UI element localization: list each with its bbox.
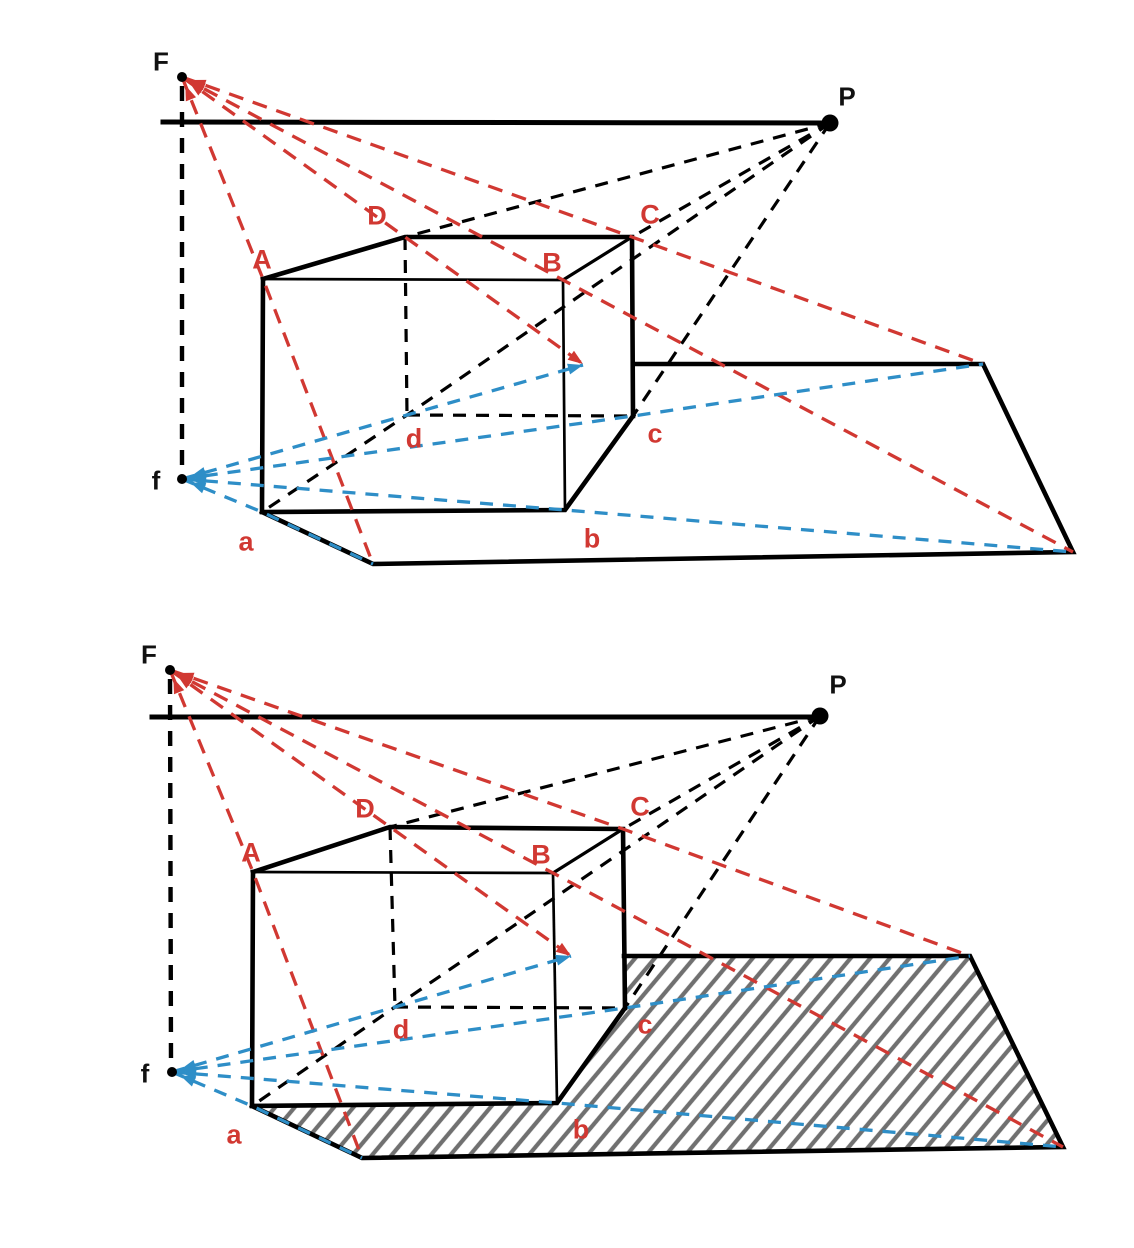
cube-edge-Bb [561,278,567,512]
light-ray-FAA-arrowhead [185,85,197,102]
ground-ray-fdD-arrowhead [190,467,207,478]
point-F [177,72,187,82]
light-ray-FCC [181,75,984,366]
label-A: A [241,838,261,868]
cube-edge-AB [251,870,555,875]
label-d: d [393,1015,410,1045]
label-A: A [252,245,272,275]
label-F: F [153,46,169,76]
vp-ray-Pda [261,121,831,514]
cube-silhouette-top-back [260,234,636,419]
ground-ray-fdD-arrowhead [555,954,571,966]
ground-ray-fbB [171,1070,1064,1149]
vp-ray-PD [389,714,821,829]
label-D: D [355,794,375,824]
shadow-result-diagram-bottom: F Pf A B C Da b c d [141,639,1067,1161]
cube-edge-BC [560,234,635,283]
point-P [821,114,839,132]
label-B: B [531,840,551,870]
vp-ray-Pc [631,122,832,417]
ground-ray-fbB [181,477,1074,554]
hidden-edge-Dd [388,826,397,1008]
label-f: f [152,465,161,495]
ground-ray-fdD [171,954,572,1074]
ground-ray-fdD [181,363,584,481]
light-ray-FBB [181,75,1074,554]
shadow-outline [258,361,1077,567]
hidden-edge-dc [406,413,634,418]
hidden-edge-Dd [403,236,409,416]
ground-ray-fdD-arrowhead [567,363,583,375]
vp-ray-PD [404,121,831,239]
label-F: F [141,639,157,669]
cube-edge-Bb [551,871,559,1105]
ground-ray-fcC [171,954,971,1074]
label-C: C [630,792,650,822]
label-b: b [584,524,601,554]
shadow-result-diagram-bottom-shadow-hatch-area [252,956,1063,1158]
label-a: a [238,527,254,557]
label-B: B [542,248,562,278]
vp-ray-Pc [623,715,822,1009]
point-f [177,474,187,484]
label-a: a [226,1120,242,1150]
light-ray-FCC [169,668,971,958]
cube-silhouette-top-back [250,824,628,1011]
ground-ray-fdD-arrowhead [180,1060,197,1071]
label-f: f [141,1058,150,1088]
cube-silhouette-left-bottom [249,869,629,1109]
cube-edge-AB [261,277,565,282]
label-P: P [829,669,846,699]
ground-ray-fcC [181,362,984,481]
label-c: c [637,1010,652,1040]
cube-silhouette-left-bottom [259,276,637,515]
hidden-edge-dc [394,1005,626,1010]
point-P [811,707,829,725]
label-D: D [367,201,387,231]
vp-ray-PC [622,714,821,831]
light-ray-FCC-arrowhead [178,672,195,684]
ground-ray-faA [181,477,374,566]
light-ray-FAA-arrowhead [173,678,185,695]
ground-ray-faA-arrowhead [180,1075,197,1087]
light-ray-FCC-arrowhead [190,79,207,91]
light-ray-FDD-arrowhead [567,350,583,364]
point-F [165,665,175,675]
ground-ray-faA [171,1070,363,1160]
light-vertical-Ff [167,678,174,1065]
label-b: b [573,1115,590,1145]
point-f [167,1067,177,1077]
horizon-line [160,119,827,126]
shadow-construction-diagram-top: F Pf A B C Da b c d [152,46,1077,567]
light-ray-FBB [169,668,1064,1149]
vp-ray-PC [631,121,831,239]
cube-edge-BC [550,826,626,876]
label-d: d [406,424,423,454]
label-C: C [640,200,660,230]
light-ray-FDD-arrowhead [555,942,571,956]
label-c: c [647,419,662,449]
label-P: P [838,81,855,111]
ground-ray-faA-arrowhead [190,482,207,494]
